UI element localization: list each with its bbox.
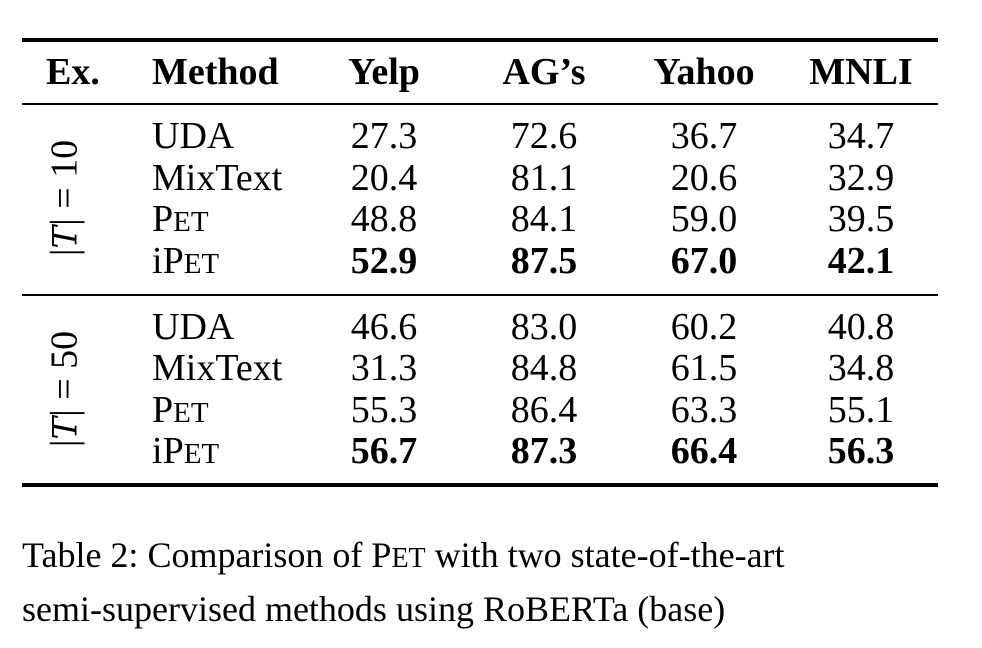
cell-uda-50-ag: 83.0 (510, 306, 578, 348)
header-method: Method (152, 51, 279, 93)
cell-pet-50-yelp: 55.3 (350, 389, 418, 431)
cell-pet-10-yelp: 48.8 (350, 198, 418, 240)
method-uda-10: UDA (152, 115, 235, 157)
cell-mixtext-10-yahoo: 20.6 (670, 157, 738, 199)
table-header-rule (22, 103, 938, 105)
method-mixtext-50: MixText (152, 347, 283, 389)
cell-ipet-50-mnli: 56.3 (827, 430, 895, 472)
table-bottom-rule (22, 483, 938, 487)
cell-mixtext-50-yelp: 31.3 (350, 347, 418, 389)
header-ex: Ex. (46, 51, 100, 93)
cell-ipet-10-yelp: 52.9 (350, 240, 418, 282)
cell-uda-10-mnli: 34.7 (827, 115, 895, 157)
group-label-50: |T| = 50 (43, 330, 86, 448)
cell-pet-10-ag: 84.1 (510, 198, 578, 240)
cell-uda-10-yahoo: 36.7 (670, 115, 738, 157)
method-mixtext-10: MixText (152, 157, 283, 199)
cell-uda-50-yahoo: 60.2 (670, 306, 738, 348)
method-pet-50: PET (152, 389, 209, 431)
table-caption: Table 2: Comparison of PET with two stat… (22, 530, 962, 634)
cell-uda-10-yelp: 27.3 (350, 115, 418, 157)
cell-pet-10-mnli: 39.5 (827, 198, 895, 240)
header-yahoo: Yahoo (653, 51, 755, 93)
caption-line-2: semi-supervised methods using RoBERTa (b… (22, 589, 726, 629)
cell-mixtext-50-ag: 84.8 (510, 347, 578, 389)
cell-mixtext-50-mnli: 34.8 (827, 347, 895, 389)
header-ag: AG’s (502, 51, 586, 93)
cell-pet-50-yahoo: 63.3 (670, 389, 738, 431)
method-uda-50: UDA (152, 306, 235, 348)
method-ipet-50: iPET (152, 430, 220, 472)
cell-uda-10-ag: 72.6 (510, 115, 578, 157)
cell-pet-50-ag: 86.4 (510, 389, 578, 431)
cell-ipet-50-yahoo: 66.4 (670, 430, 738, 472)
cell-mixtext-10-ag: 81.1 (510, 157, 578, 199)
cell-ipet-50-ag: 87.3 (510, 430, 578, 472)
header-mnli: MNLI (809, 51, 913, 93)
caption-line-1: Table 2: Comparison of PET with two stat… (22, 535, 785, 575)
method-pet-10: PET (152, 198, 209, 240)
cell-ipet-10-mnli: 42.1 (827, 240, 895, 282)
cell-ipet-10-yahoo: 67.0 (670, 240, 738, 282)
table-group-rule (22, 294, 938, 296)
cell-pet-50-mnli: 55.1 (827, 389, 895, 431)
cell-uda-50-mnli: 40.8 (827, 306, 895, 348)
table-top-rule (22, 38, 938, 42)
cell-mixtext-50-yahoo: 61.5 (670, 347, 738, 389)
cell-ipet-50-yelp: 56.7 (350, 430, 418, 472)
group-label-10: |T| = 10 (43, 139, 86, 257)
header-yelp: Yelp (348, 51, 420, 93)
cell-ipet-10-ag: 87.5 (510, 240, 578, 282)
cell-mixtext-10-yelp: 20.4 (350, 157, 418, 199)
cell-mixtext-10-mnli: 32.9 (827, 157, 895, 199)
method-ipet-10: iPET (152, 240, 220, 282)
cell-pet-10-yahoo: 59.0 (670, 198, 738, 240)
cell-uda-50-yelp: 46.6 (350, 306, 418, 348)
